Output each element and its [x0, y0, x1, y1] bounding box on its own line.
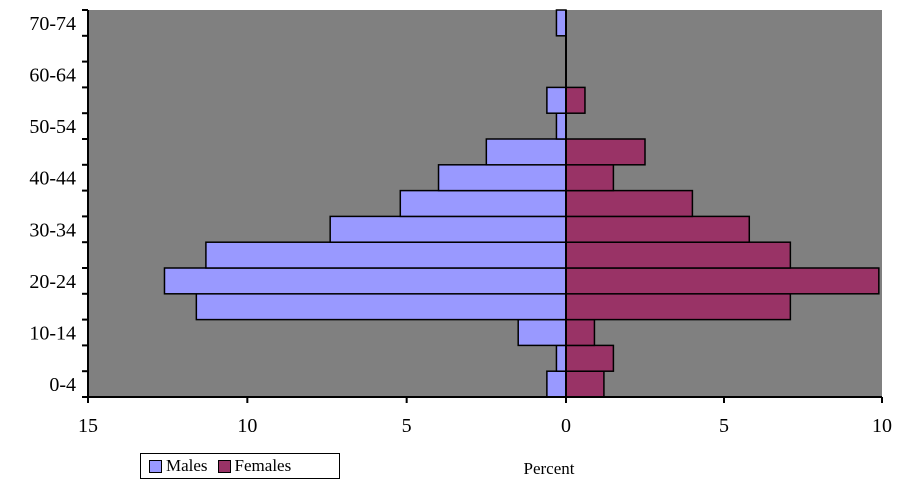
bar-males-30-34: [329, 215, 567, 243]
bar-females-5-9: [565, 344, 615, 372]
x-tick-label: 10: [872, 415, 892, 437]
bar-males-70-74: [555, 9, 567, 37]
y-tick-label-50-54: 50-54: [29, 116, 76, 138]
legend-label-females: Females: [234, 456, 292, 475]
bar-females-0-4: [565, 370, 605, 398]
bar-males-5-9: [555, 344, 567, 372]
bar-males-0-4: [546, 370, 567, 398]
legend: Males Females: [140, 453, 340, 479]
bar-females-25-29: [565, 241, 792, 269]
bar-females-10-14: [565, 318, 596, 347]
x-tick-label: 5: [719, 415, 729, 437]
legend-item-males: Males: [149, 456, 208, 476]
x-tick-label: 5: [402, 415, 412, 437]
bars-group: [163, 9, 880, 398]
bar-males-45-49: [485, 138, 567, 166]
bar-males-20-24: [163, 267, 567, 295]
bar-males-25-29: [205, 241, 567, 269]
bar-females-15-19: [565, 293, 792, 321]
x-tick-label: 10: [237, 415, 257, 437]
bar-males-10-14: [517, 318, 567, 347]
bar-females-45-49: [565, 138, 646, 166]
x-tick-label: 0: [561, 415, 571, 437]
bar-males-50-54: [555, 112, 567, 140]
bar-females-20-24: [565, 267, 880, 295]
x-axis-title: Percent: [524, 459, 575, 478]
y-axis: 0-4 10-14 20-24 30-34 40-44 50-54 60-64 70-74: [29, 9, 89, 398]
bar-males-15-19: [195, 293, 567, 321]
females-swatch-icon: [217, 459, 231, 473]
x-axis: 15 10 5 0 5 10: [78, 396, 892, 437]
bar-females-30-34: [565, 215, 751, 243]
bar-males-40-44: [437, 164, 567, 192]
bar-males-55-59: [546, 86, 567, 114]
y-tick-label-10-14: 10-14: [29, 323, 76, 345]
y-tick-label-30-34: 30-34: [29, 219, 76, 241]
y-tick-label-40-44: 40-44: [29, 168, 76, 190]
y-tick-label-20-24: 20-24: [29, 271, 76, 293]
x-tick-label: 15: [78, 415, 98, 437]
y-tick-label-70-74: 70-74: [29, 13, 76, 35]
legend-item-females: Females: [217, 456, 292, 476]
bar-males-35-39: [399, 189, 567, 218]
legend-label-males: Males: [166, 456, 208, 475]
y-tick-label-60-64: 60-64: [29, 65, 76, 87]
y-tick-label-0-4: 0-4: [49, 374, 76, 396]
bar-females-35-39: [565, 189, 694, 218]
bar-females-55-59: [565, 86, 586, 114]
bar-females-40-44: [565, 164, 615, 192]
males-swatch-icon: [149, 459, 162, 473]
